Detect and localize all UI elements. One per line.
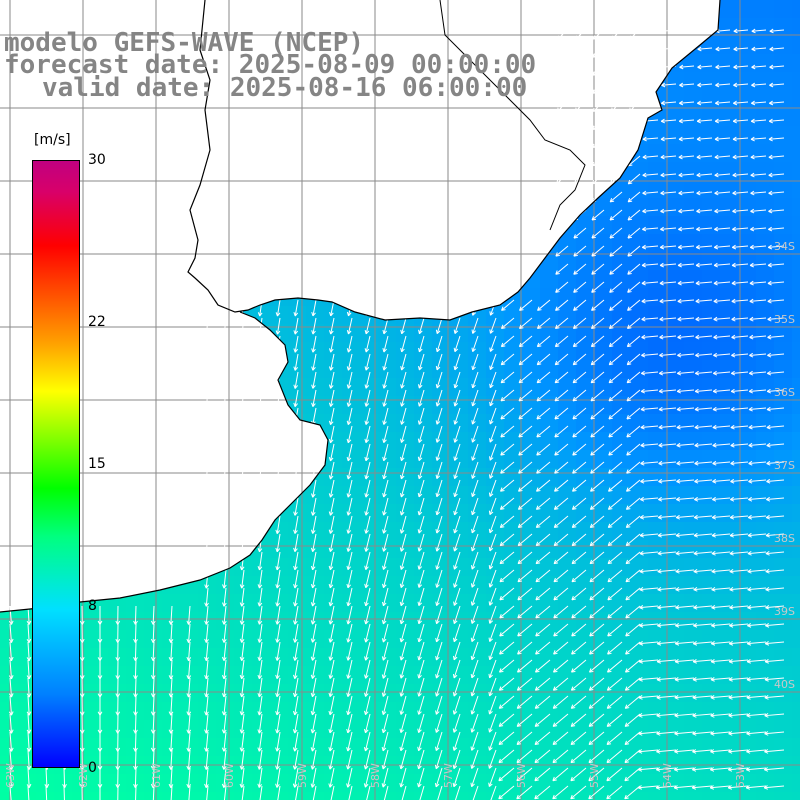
longitude-label: 61W: [150, 763, 163, 788]
longitude-label: 55W: [588, 763, 601, 788]
coastline: [0, 0, 721, 613]
valid-date: valid date: 2025-08-16 06:00:00: [42, 73, 528, 103]
grid-labels: 34S 35S 36S 37S 38S 39S 40S 63W 62W 61W 60W 59W 58W 5…: [4, 240, 795, 788]
longitude-label: 63W: [4, 763, 17, 788]
colorbar-tick: 30: [88, 152, 106, 168]
latitude-label: 34S: [774, 240, 795, 253]
latitude-label: 38S: [774, 532, 795, 545]
longitude-label: 58W: [369, 763, 382, 788]
land-area: [0, 0, 720, 612]
colorbar: [32, 160, 80, 768]
longitude-label: 54W: [661, 763, 674, 788]
latitude-label: 40S: [774, 678, 795, 691]
wind-arrows: [8, 28, 785, 800]
latitude-label: 37S: [774, 459, 795, 472]
colorbar-tick: 8: [88, 597, 97, 614]
longitude-label: 56W: [515, 763, 528, 788]
colorbar-unit: [m/s]: [34, 132, 71, 148]
model-title: modelo GEFS-WAVE (NCEP): [4, 28, 365, 58]
latitude-label: 39S: [774, 605, 795, 618]
longitude-label: 57W: [442, 763, 455, 788]
latitude-label: 35S: [774, 313, 795, 326]
forecast-date: forecast date: 2025-08-09 00:00:00: [4, 50, 537, 80]
latitude-label: 36S: [774, 386, 795, 399]
longitude-label: 59W: [296, 763, 309, 788]
colorbar-tick: 0: [88, 760, 97, 776]
colorbar-tick: 22: [88, 314, 106, 331]
longitude-label: 60W: [223, 763, 236, 788]
country-border: [439, 0, 586, 231]
colorbar-tick: 15: [88, 456, 106, 472]
longitude-label: 62W: [77, 763, 90, 788]
longitude-label: 53W: [734, 763, 747, 788]
